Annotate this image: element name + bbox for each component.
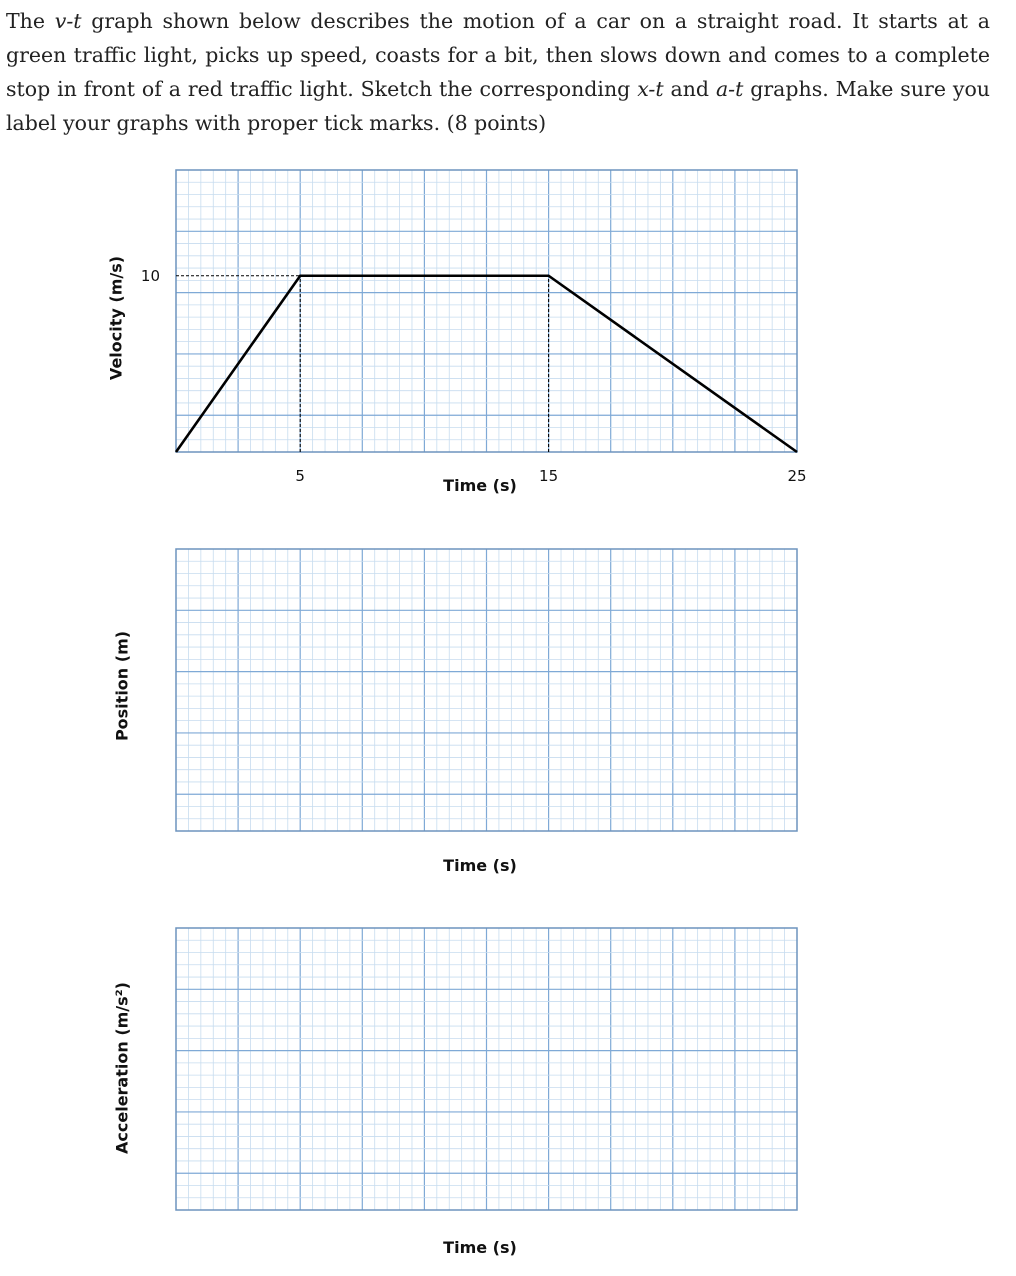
velocity-curve <box>174 274 798 454</box>
x-tick-label: 15 <box>539 467 558 485</box>
problem-text-4: graphs. Make sure you label your graphs … <box>6 77 990 135</box>
velocity-gridlines <box>176 170 797 452</box>
velocity-graph: 5 15 25 10 <box>141 169 807 485</box>
acceleration-frame <box>175 927 798 1211</box>
position-frame <box>175 548 798 832</box>
velocity-frame <box>175 169 798 453</box>
acceleration-time-axis-label: Time (s) <box>443 1238 517 1257</box>
y-tick-label: 10 <box>141 267 160 285</box>
acceleration-gridlines <box>176 928 797 1210</box>
problem-statement: The v-t graph shown below describes the … <box>6 4 990 140</box>
position-gridlines <box>176 549 797 831</box>
vt-symbol: v-t <box>54 9 82 33</box>
problem-text-3: and <box>663 77 716 101</box>
at-symbol: a-t <box>715 77 744 101</box>
x-tick-label: 5 <box>295 467 305 485</box>
position-answer-grid[interactable] <box>0 0 1016 880</box>
x-tick-label: 25 <box>787 467 806 485</box>
problem-text-2: graph shown below describes the motion o… <box>6 9 990 101</box>
problem-text-1: The <box>6 9 55 33</box>
position-time-axis-label: Time (s) <box>443 856 517 875</box>
xt-symbol: x-t <box>637 77 664 101</box>
velocity-time-axis-label: Time (s) <box>443 476 517 495</box>
